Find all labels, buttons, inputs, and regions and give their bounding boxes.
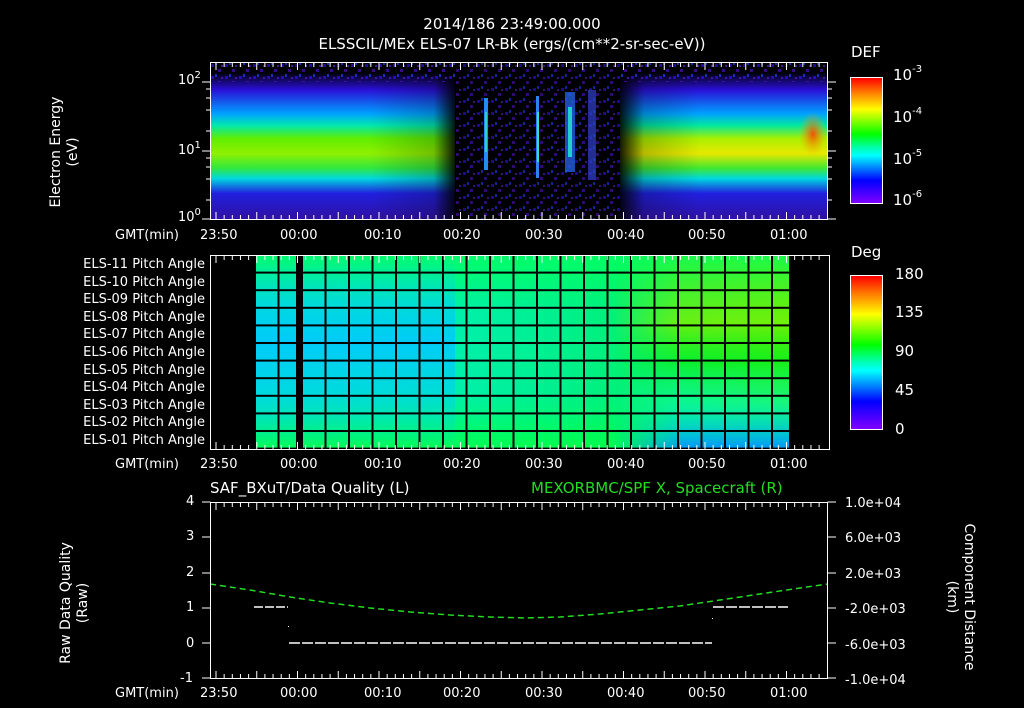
- colorbar1-tick-3: 10-6: [893, 189, 923, 209]
- panel3-ytick-right-0: 1.0e+04: [845, 496, 902, 511]
- colorbar1-tick-0: 10-3: [893, 64, 923, 84]
- row-label: ELS-04 Pitch Angle: [83, 380, 205, 396]
- panel1-ticks: [202, 81, 836, 220]
- panel3-xtick-5: 00:40: [607, 686, 645, 701]
- panel1-xtick-7: 01:00: [770, 228, 808, 243]
- row-label: ELS-09 Pitch Angle: [83, 292, 205, 308]
- panel3-title-right: MEXORBMC/SPF X, Spacecraft (R): [531, 479, 783, 497]
- colorbar2-tick-2: 90: [895, 342, 915, 360]
- panel1-ylabel-line1: Electron Energy: [48, 96, 64, 208]
- panel2-xlabel: GMT(min): [115, 457, 179, 472]
- panel3-ylabel-right-line1: Component Distance: [961, 523, 977, 671]
- panel1-xlabel: GMT(min): [115, 228, 179, 243]
- colorbar2-tick-3: 45: [895, 381, 915, 399]
- panel1-title: ELSSCIL/MEx ELS-07 LR-Bk (ergs/(cm**2-sr…: [318, 35, 706, 53]
- timestamp-title: 2014/186 23:49:00.000: [423, 15, 601, 33]
- panel3-xtick-6: 00:50: [688, 686, 726, 701]
- panel1-ytick-100: 102: [178, 70, 201, 88]
- panel1-ylabel-line2: (eV): [65, 137, 81, 167]
- row-label: ELS-03 Pitch Angle: [83, 397, 205, 413]
- panel3-xtick-2: 00:10: [364, 686, 402, 701]
- panel2-xtick-2: 00:10: [364, 457, 402, 472]
- panel3-xtick-4: 00:30: [525, 686, 563, 701]
- panel3-xtick-3: 00:20: [443, 686, 481, 701]
- row-label: ELS-11 Pitch Angle: [83, 257, 205, 272]
- panel1-xtick-4: 00:30: [525, 228, 563, 243]
- panel1-xtick-1: 00:00: [280, 228, 318, 243]
- colorbar2-label: Deg: [851, 243, 882, 261]
- panel2-xtick-3: 00:20: [443, 457, 481, 472]
- pitch-angle-grid: [210, 255, 830, 450]
- panel3-ylabel-left-line1: Raw Data Quality: [58, 542, 74, 664]
- row-label: ELS-05 Pitch Angle: [83, 362, 205, 378]
- colorbar1-tick-1: 10-4: [893, 106, 923, 126]
- panel3-xtick-1: 00:00: [280, 686, 318, 701]
- row-label: ELS-01 Pitch Angle: [83, 433, 205, 448]
- panel1-xtick-0: 23:50: [200, 228, 238, 243]
- panel1-xtick-5: 00:40: [607, 228, 645, 243]
- row-label: ELS-08 Pitch Angle: [83, 309, 205, 325]
- panel3-xtick-7: 01:00: [770, 686, 808, 701]
- panel2-xtick-6: 00:50: [688, 457, 726, 472]
- panel1-ytick-10: 101: [178, 140, 201, 158]
- panel1-ylabel: Electron Energy (eV): [48, 77, 82, 227]
- panel3-ylabel-right-line2: (km): [944, 580, 960, 614]
- panel3-ylabel-right: Component Distance (km): [943, 522, 977, 672]
- panel3-ytick-right-2: 2.0e+03: [845, 567, 902, 582]
- panel3-ytick-left-4: 0: [186, 636, 195, 651]
- panel3-ylabel-left-line2: (Raw): [75, 582, 91, 624]
- panel3-frame: [210, 502, 828, 679]
- panel3-ytick-left-1: 3: [186, 529, 195, 544]
- panel1-ytick-1: 100: [178, 207, 201, 225]
- colorbar1-label: DEF: [851, 43, 881, 61]
- panel1-xtick-2: 00:10: [364, 228, 402, 243]
- panel3-title-left: SAF_BXuT/Data Quality (L): [210, 479, 410, 497]
- panel2-xtick-7: 01:00: [770, 457, 808, 472]
- panel2-xtick-4: 00:30: [525, 457, 563, 472]
- panel3-ytick-left-5: -1: [180, 671, 193, 686]
- panel3-ytick-right-1: 6.0e+03: [845, 531, 902, 546]
- colorbar2-tick-4: 0: [895, 420, 905, 438]
- panel2-xtick-1: 00:00: [280, 457, 318, 472]
- panel1-frame: [210, 62, 828, 220]
- panel2-frame: [210, 255, 830, 450]
- panel3-ytick-left-0: 4: [186, 494, 195, 509]
- panel2-xtick-0: 23:50: [200, 457, 238, 472]
- panel3-ylabel-left: Raw Data Quality (Raw): [58, 533, 92, 673]
- panel3-ytick-right-4: -6.0e+03: [845, 638, 906, 653]
- colorbar2-tick-1: 135: [895, 303, 924, 321]
- row-label: ELS-02 Pitch Angle: [83, 415, 205, 431]
- panel3-ytick-left-2: 2: [186, 565, 195, 580]
- panel2-xtick-5: 00:40: [607, 457, 645, 472]
- panel3-ytick-right-3: -2.0e+03: [845, 602, 906, 617]
- energy-spectrogram: [202, 62, 836, 220]
- panel1-xtick-6: 00:50: [688, 228, 726, 243]
- colorbar2-tick-0: 180: [895, 265, 924, 283]
- panel3-xlabel: GMT(min): [115, 686, 179, 701]
- panel3-ytick-left-3: 1: [186, 600, 195, 615]
- row-label: ELS-10 Pitch Angle: [83, 274, 205, 290]
- row-label: ELS-07 Pitch Angle: [83, 327, 205, 343]
- panel3-xtick-0: 23:50: [200, 686, 238, 701]
- row-label: ELS-06 Pitch Angle: [83, 345, 205, 360]
- colorbar1: [850, 77, 883, 204]
- panel1-xtick-3: 00:20: [443, 228, 481, 243]
- panel3-ytick-right-5: -1.0e+04: [845, 673, 906, 688]
- colorbar2: [850, 275, 883, 430]
- colorbar1-tick-2: 10-5: [893, 148, 923, 168]
- data-quality-plot: [202, 501, 836, 679]
